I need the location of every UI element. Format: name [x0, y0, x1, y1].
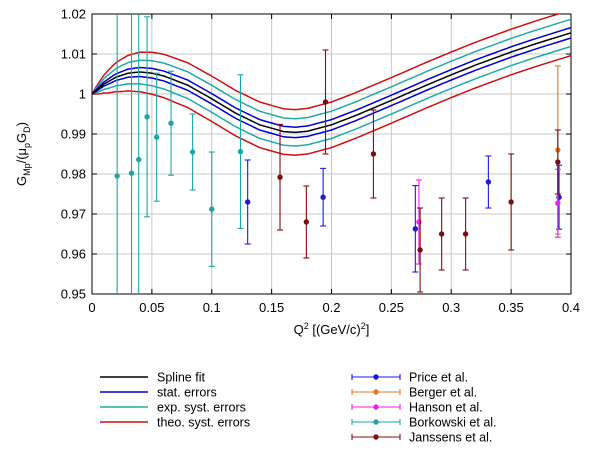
data-point — [128, 170, 135, 176]
data-point — [303, 219, 310, 225]
y-tick-label: 0.97 — [61, 207, 86, 222]
x-tick-label: 0.2 — [322, 300, 340, 315]
plot-frame — [91, 13, 572, 295]
legend-curve-label: stat. errors — [157, 386, 217, 400]
legend-series-label: Hanson et al. — [409, 401, 483, 415]
x-tick-label: 0.25 — [379, 300, 404, 315]
data-point — [209, 206, 215, 212]
data-point — [438, 231, 445, 237]
data-point — [189, 149, 196, 155]
legend-series-marker — [373, 389, 379, 395]
error-band-curve — [92, 18, 571, 120]
legend-curve-label: theo. syst. errors — [157, 416, 250, 430]
data-point — [370, 151, 377, 157]
data-point — [153, 134, 160, 140]
x-tick-label: 0.3 — [442, 300, 460, 315]
data-point — [412, 226, 419, 232]
data-point — [508, 199, 514, 205]
data-point — [244, 199, 251, 205]
x-tick-label: 0.35 — [498, 300, 523, 315]
data-point — [416, 219, 422, 225]
error-band-curve — [92, 54, 571, 156]
data-point — [237, 148, 244, 155]
legend-series-label: Janssens et al. — [409, 431, 492, 445]
x-axis-label: Q2 [(GeV/c)2] — [294, 321, 370, 337]
x-tick-label: 0 — [88, 300, 95, 315]
error-band-curve — [92, 14, 561, 111]
x-tick-label: 0.15 — [259, 300, 284, 315]
legend-series-label: Price et al. — [409, 371, 468, 385]
y-tick-label: 0.98 — [61, 167, 86, 182]
data-point — [555, 200, 561, 206]
legend-series-label: Borkowski et al. — [409, 416, 497, 430]
x-tick-label: 0.4 — [562, 300, 580, 315]
data-point — [136, 156, 142, 163]
legend-series-marker — [373, 419, 379, 425]
legend-series-label: Berger et al. — [409, 386, 477, 400]
y-tick-label: 0.96 — [61, 247, 86, 262]
data-point — [277, 174, 283, 180]
y-axis-label: GMp/(μpGD) — [14, 122, 32, 186]
legend-curve-label: exp. syst. errors — [157, 401, 246, 415]
point-group — [114, 14, 563, 294]
data-point — [485, 179, 492, 185]
legend-series-marker — [373, 404, 379, 410]
data-point — [114, 173, 120, 179]
curves — [92, 14, 571, 156]
data-point — [144, 114, 150, 120]
legend-series-marker — [373, 434, 379, 440]
tick-labels: 0 0.05 0.1 0.15 0.2 0.25 0.3 0.35 0.4 0.95 0.96 0.9… — [61, 7, 580, 316]
y-tick-label: 0.99 — [61, 127, 86, 142]
legend-curve-label: Spline fit — [157, 371, 205, 385]
data-point — [417, 247, 423, 253]
error-band-curve — [92, 37, 571, 139]
x-tick-label: 0.1 — [203, 300, 221, 315]
y-tick-label: 1 — [79, 87, 86, 102]
spline-fit-curve — [92, 32, 571, 134]
legend-series-marker — [373, 374, 379, 380]
data-points — [114, 14, 563, 294]
error-band-curve — [92, 45, 571, 147]
y-tick-label: 1.02 — [61, 7, 86, 22]
x-tick-label: 0.05 — [139, 300, 164, 315]
error-band-curve — [92, 26, 571, 128]
data-point — [168, 120, 174, 126]
data-point — [555, 159, 561, 165]
curve-group — [92, 14, 571, 156]
y-tick-label: 1.01 — [61, 47, 86, 62]
y-tick-label: 0.95 — [61, 287, 86, 302]
data-point — [556, 194, 562, 200]
data-point — [462, 231, 469, 237]
data-point — [320, 194, 326, 200]
data-point — [322, 99, 329, 105]
